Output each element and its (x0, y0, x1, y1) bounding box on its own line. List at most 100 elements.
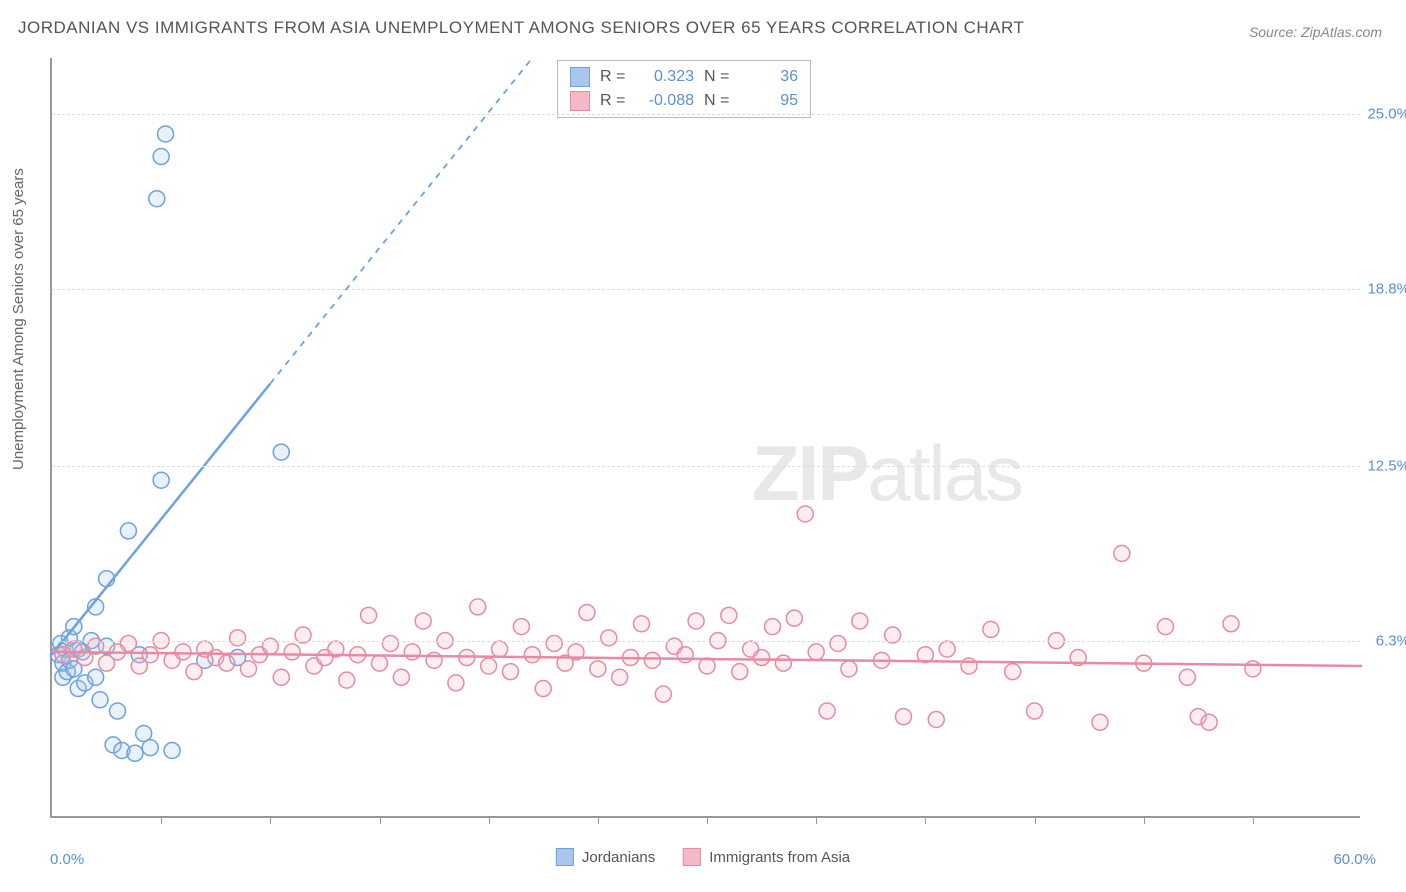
scatter-point (149, 191, 165, 207)
scatter-point (120, 523, 136, 539)
x-tick (270, 816, 271, 824)
scatter-point (158, 126, 174, 142)
legend-swatch (556, 848, 574, 866)
stats-row: R =-0.088N =95 (570, 89, 798, 113)
scatter-point (186, 664, 202, 680)
legend-label: Immigrants from Asia (709, 849, 850, 866)
scatter-point (721, 607, 737, 623)
y-axis-label: Unemployment Among Seniors over 65 years (10, 168, 27, 470)
scatter-point (786, 610, 802, 626)
source-attribution: Source: ZipAtlas.com (1249, 24, 1382, 40)
scatter-point (513, 619, 529, 635)
legend-item: Jordanians (556, 848, 655, 866)
x-tick (1144, 816, 1145, 824)
scatter-point (546, 635, 562, 651)
scatter-point (896, 709, 912, 725)
scatter-point (273, 669, 289, 685)
scatter-point (273, 444, 289, 460)
stat-n-label: N = (704, 92, 732, 110)
scatter-point (1201, 714, 1217, 730)
scatter-point (120, 635, 136, 651)
scatter-point (92, 692, 108, 708)
scatter-point (219, 655, 235, 671)
scatter-point (775, 655, 791, 671)
scatter-point (153, 149, 169, 165)
x-tick (816, 816, 817, 824)
stats-row: R =0.323N =36 (570, 65, 798, 89)
scatter-point (153, 472, 169, 488)
scatter-point (983, 621, 999, 637)
x-tick (925, 816, 926, 824)
scatter-point (732, 664, 748, 680)
x-tick (1035, 816, 1036, 824)
legend-swatch (570, 67, 590, 87)
scatter-point (819, 703, 835, 719)
gridline (52, 641, 1360, 642)
scatter-point (1158, 619, 1174, 635)
scatter-point (241, 661, 257, 677)
x-axis-min-label: 0.0% (50, 851, 84, 868)
scatter-point (164, 742, 180, 758)
scatter-point (339, 672, 355, 688)
scatter-point (1245, 661, 1261, 677)
scatter-point (503, 664, 519, 680)
stat-r-value: 0.323 (638, 68, 694, 86)
stat-n-label: N = (704, 68, 732, 86)
x-tick (380, 816, 381, 824)
gridline (52, 114, 1360, 115)
x-tick (707, 816, 708, 824)
scatter-point (492, 641, 508, 657)
scatter-point (142, 740, 158, 756)
scatter-point (470, 599, 486, 615)
scatter-point (142, 647, 158, 663)
scatter-point (284, 644, 300, 660)
scatter-point (765, 619, 781, 635)
scatter-point (677, 647, 693, 663)
scatter-point (634, 616, 650, 632)
scatter-point (961, 658, 977, 674)
scatter-point (928, 711, 944, 727)
scatter-point (524, 647, 540, 663)
scatter-point (612, 669, 628, 685)
y-tick-label: 18.8% (1367, 280, 1406, 297)
scatter-point (175, 644, 191, 660)
scatter-point (699, 658, 715, 674)
scatter-point (939, 641, 955, 657)
scatter-point (230, 630, 246, 646)
x-axis-max-label: 60.0% (1333, 851, 1376, 868)
scatter-point (1114, 545, 1130, 561)
chart-title: JORDANIAN VS IMMIGRANTS FROM ASIA UNEMPL… (18, 18, 1024, 38)
scatter-point (382, 635, 398, 651)
legend-item: Immigrants from Asia (683, 848, 850, 866)
scatter-point (1223, 616, 1239, 632)
scatter-point (655, 686, 671, 702)
scatter-point (754, 650, 770, 666)
y-tick-label: 12.5% (1367, 458, 1406, 475)
legend-swatch (570, 91, 590, 111)
scatter-point (841, 661, 857, 677)
y-tick-label: 25.0% (1367, 106, 1406, 123)
scatter-point (361, 607, 377, 623)
x-tick (1253, 816, 1254, 824)
scatter-point (830, 635, 846, 651)
scatter-point (372, 655, 388, 671)
plot-area: ZIPatlas R =0.323N =36R =-0.088N =95 6.3… (50, 58, 1360, 818)
scatter-point (808, 644, 824, 660)
scatter-point (448, 675, 464, 691)
scatter-point (1179, 669, 1195, 685)
legend-bottom: Jordanians Immigrants from Asia (556, 848, 850, 866)
x-tick (161, 816, 162, 824)
legend-label: Jordanians (582, 849, 655, 866)
stat-n-value: 36 (742, 68, 798, 86)
y-tick-label: 6.3% (1376, 632, 1406, 649)
chart-svg (52, 58, 1360, 816)
x-tick (489, 816, 490, 824)
stats-legend-box: R =0.323N =36R =-0.088N =95 (557, 60, 811, 118)
scatter-point (110, 703, 126, 719)
x-tick (598, 816, 599, 824)
stat-n-value: 95 (742, 92, 798, 110)
scatter-point (415, 613, 431, 629)
scatter-point (535, 681, 551, 697)
scatter-point (1027, 703, 1043, 719)
scatter-point (579, 605, 595, 621)
